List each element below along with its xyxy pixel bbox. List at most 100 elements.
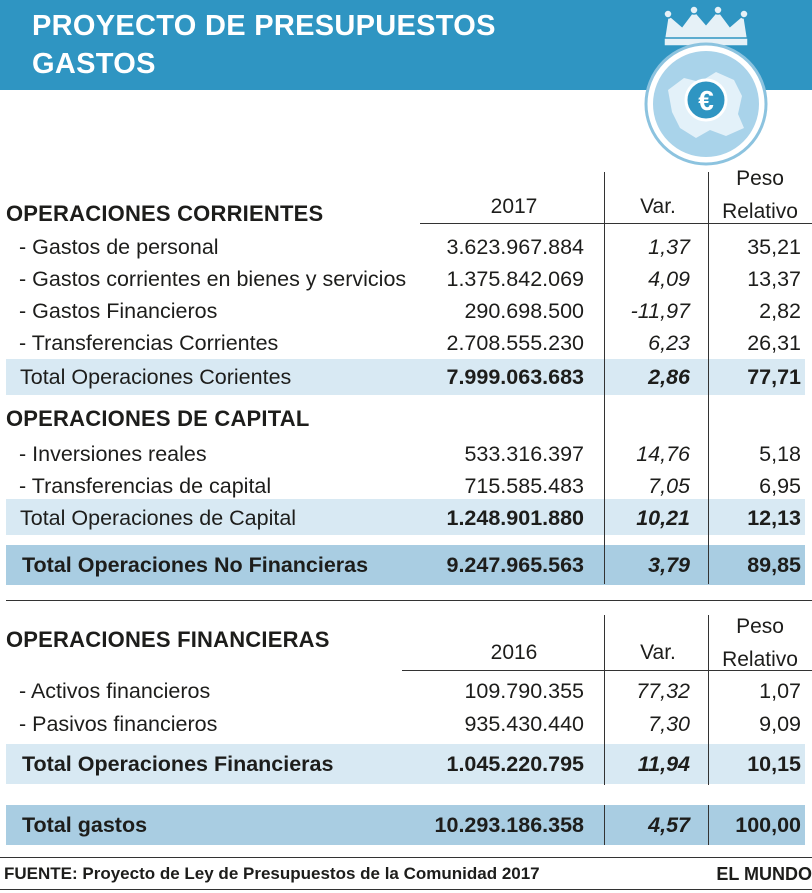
header-underline-2 xyxy=(402,670,812,671)
row-var: 10,21 xyxy=(636,506,690,530)
row-var: 11,94 xyxy=(637,752,690,776)
table-row: - Gastos corrientes en bienes y servicio… xyxy=(0,263,812,295)
row-peso: 77,71 xyxy=(747,365,801,389)
table-row: - Pasivos financieros 935.430.440 7,30 9… xyxy=(0,708,812,740)
col-peso-label: Peso xyxy=(736,167,784,190)
page-title: PROYECTO DE PRESUPUESTOS GASTOS xyxy=(32,7,592,83)
row-amount: 9.247.965.563 xyxy=(446,553,585,577)
row-amount: 2.708.555.230 xyxy=(446,331,585,355)
row-label: Total Operaciones No Financieras xyxy=(22,553,369,577)
row-peso: 10,15 xyxy=(747,752,801,776)
vline-3a xyxy=(604,805,605,845)
crown-icon xyxy=(662,5,750,47)
row-peso: 12,13 xyxy=(747,506,801,530)
row-peso: 100,00 xyxy=(735,813,801,837)
row-label: Total Operaciones de Capital xyxy=(20,506,297,530)
col-year-2: 2016 xyxy=(490,641,538,664)
table-row: - Gastos Financieros 290.698.500 -11,97 … xyxy=(0,295,812,327)
vline-2b xyxy=(708,615,709,785)
vline-3b xyxy=(708,805,709,845)
row-label: - Gastos corrientes en bienes y servicio… xyxy=(19,267,407,291)
row-label: Total gastos xyxy=(22,813,148,837)
total-row-capital: Total Operaciones de Capital 1.248.901.8… xyxy=(0,502,812,534)
band-total-corrientes xyxy=(6,359,805,395)
row-peso: 35,21 xyxy=(747,235,801,259)
row-peso: 13,37 xyxy=(747,267,801,291)
col-peso-label: Peso xyxy=(736,615,784,638)
section-title-corrientes: OPERACIONES CORRIENTES xyxy=(6,201,324,226)
band-total-no-financieras xyxy=(6,545,805,585)
section-title-financieras: OPERACIONES FINANCIERAS xyxy=(6,627,330,652)
col-var-1: Var. xyxy=(640,195,676,218)
col-relativo-label: Relativo xyxy=(722,200,798,223)
title-line-2: GASTOS xyxy=(32,48,156,80)
row-amount: 1.045.220.795 xyxy=(446,752,585,776)
table-row: - Transferencias Corrientes 2.708.555.23… xyxy=(0,327,812,359)
table-row: - Transferencias de capital 715.585.483 … xyxy=(0,470,812,502)
row-peso: 2,82 xyxy=(759,299,801,323)
total-row-no-financieras: Total Operaciones No Financieras 9.247.9… xyxy=(0,549,812,581)
row-amount: 715.585.483 xyxy=(464,474,584,498)
header-underline-1 xyxy=(420,223,812,224)
row-peso: 5,18 xyxy=(759,442,801,466)
table-row: - Gastos de personal 3.623.967.884 1,37 … xyxy=(0,231,812,263)
row-amount: 533.316.397 xyxy=(464,442,584,466)
source-note: FUENTE: Proyecto de Ley de Presupuestos … xyxy=(4,864,540,883)
col-peso-1: Peso Relativo xyxy=(712,162,808,228)
row-label: Total Operaciones Financieras xyxy=(22,752,334,776)
row-amount: 935.430.440 xyxy=(464,712,584,736)
row-label: - Transferencias Corrientes xyxy=(19,331,279,355)
band-total-financieras xyxy=(6,744,805,784)
table-row: - Activos financieros 109.790.355 77,32 … xyxy=(0,675,812,707)
row-amount: 1.248.901.880 xyxy=(446,506,585,530)
total-row-corrientes: Total Operaciones Corientes 7.999.063.68… xyxy=(0,361,812,393)
col-peso-2: Peso Relativo xyxy=(712,610,808,676)
row-var: 3,79 xyxy=(648,553,690,577)
row-label: - Transferencias de capital xyxy=(19,474,272,498)
footer-rule-top xyxy=(0,857,812,858)
col-var-2: Var. xyxy=(640,641,676,664)
row-amount: 290.698.500 xyxy=(464,299,584,323)
section-divider xyxy=(6,600,812,601)
vline-1b xyxy=(708,172,709,584)
total-row-gastos: Total gastos 10.293.186.358 4,57 100,00 xyxy=(0,809,812,841)
row-amount: 10.293.186.358 xyxy=(434,813,584,837)
row-label: - Pasivos financieros xyxy=(19,712,218,736)
row-peso: 1,07 xyxy=(759,679,801,703)
table-row: - Inversiones reales 533.316.397 14,76 5… xyxy=(0,438,812,470)
row-var: 14,76 xyxy=(636,442,690,466)
total-row-financieras: Total Operaciones Financieras 1.045.220.… xyxy=(0,748,812,780)
row-amount: 1.375.842.069 xyxy=(446,267,585,291)
row-var: 6,23 xyxy=(648,331,690,355)
row-label: - Activos financieros xyxy=(19,679,211,703)
row-amount: 7.999.063.683 xyxy=(446,365,585,389)
row-peso: 89,85 xyxy=(747,553,801,577)
publisher-brand: EL MUNDO xyxy=(716,864,812,884)
row-var: 77,32 xyxy=(636,679,690,703)
row-var: 4,57 xyxy=(648,813,690,837)
row-var: 7,30 xyxy=(648,712,690,736)
vline-1a xyxy=(604,172,605,584)
vline-2a xyxy=(604,615,605,785)
row-peso: 26,31 xyxy=(747,331,801,355)
title-line-1: PROYECTO DE PRESUPUESTOS xyxy=(32,10,496,42)
row-label: - Inversiones reales xyxy=(19,442,207,466)
section-title-capital: OPERACIONES DE CAPITAL xyxy=(6,406,310,431)
col-year-1: 2017 xyxy=(490,195,538,218)
euro-symbol: € xyxy=(698,85,714,116)
coat-of-arms-euro-icon: € xyxy=(644,5,768,166)
row-var: 2,86 xyxy=(648,365,690,389)
row-var: 1,37 xyxy=(648,235,690,259)
row-var: 4,09 xyxy=(648,267,690,291)
row-var: 7,05 xyxy=(648,474,690,498)
row-label: - Gastos de personal xyxy=(19,235,219,259)
row-label: Total Operaciones Corientes xyxy=(20,365,292,389)
row-amount: 3.623.967.884 xyxy=(446,235,585,259)
band-total-gastos xyxy=(6,805,805,845)
row-peso: 6,95 xyxy=(759,474,801,498)
band-total-capital xyxy=(6,499,805,535)
row-peso: 9,09 xyxy=(759,712,801,736)
footer-rule-bottom xyxy=(0,889,812,890)
row-label: - Gastos Financieros xyxy=(19,299,218,323)
row-amount: 109.790.355 xyxy=(464,679,584,703)
